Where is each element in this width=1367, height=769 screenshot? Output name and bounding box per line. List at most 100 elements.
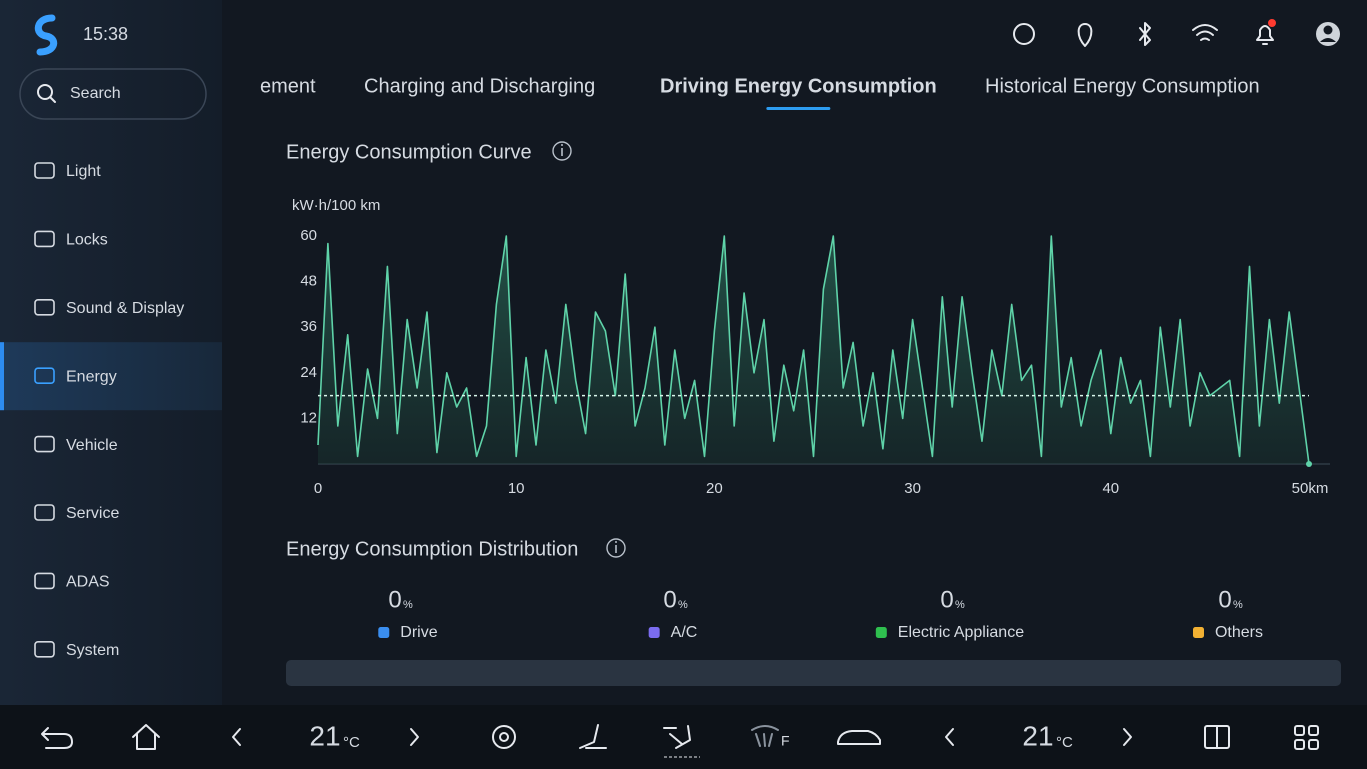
- legend-swatch: [875, 627, 887, 638]
- info-icon: [561, 144, 563, 146]
- menu-icon: [34, 504, 55, 521]
- distribution-value: 0: [388, 586, 401, 613]
- clock: 15:38: [83, 24, 128, 44]
- x-tick-label: 20: [706, 480, 723, 497]
- menu-icon: [34, 230, 55, 248]
- wifi-icon[interactable]: [1192, 24, 1218, 41]
- y-tick-label: 12: [300, 409, 317, 426]
- menu-icon: [34, 572, 55, 590]
- distribution-title: Energy Consumption Distribution: [286, 538, 578, 560]
- x-tick-label: 0: [314, 480, 322, 497]
- x-tick-label: 40: [1102, 480, 1119, 497]
- search-icon: [37, 84, 53, 100]
- legend-swatch: [378, 627, 390, 638]
- apps-button[interactable]: [1294, 739, 1305, 750]
- end-point: [1306, 461, 1312, 467]
- info-icon[interactable]: [606, 538, 626, 558]
- logo: [34, 14, 58, 56]
- seat-button[interactable]: [579, 724, 607, 749]
- notification-dot: [1268, 19, 1276, 27]
- distribution-value: 0: [940, 586, 953, 613]
- search-placeholder[interactable]: Search: [70, 85, 121, 102]
- right-temp-down[interactable]: [945, 728, 954, 746]
- y-tick-label: 36: [300, 318, 317, 335]
- active-item-bar: [0, 342, 4, 411]
- legend-label: Others: [1215, 624, 1263, 641]
- left-temp-up[interactable]: [410, 728, 419, 746]
- y-axis-label: kW·h/100 km: [292, 197, 380, 214]
- settings-button[interactable]: [492, 725, 516, 749]
- apps-button[interactable]: [1308, 725, 1319, 736]
- back-button[interactable]: [41, 727, 73, 749]
- tab[interactable]: Driving Energy Consumption: [660, 75, 937, 97]
- speed-icon[interactable]: [1013, 23, 1035, 45]
- menu-item[interactable]: Service: [66, 505, 119, 522]
- bottom-icons: [41, 724, 1319, 758]
- bluetooth-icon[interactable]: [1139, 22, 1151, 46]
- y-tick-label: 60: [300, 227, 317, 244]
- menu-item[interactable]: Locks: [66, 232, 108, 249]
- car-button[interactable]: [837, 730, 881, 745]
- location-icon[interactable]: [1077, 23, 1093, 47]
- tab[interactable]: Historical Energy Consumption: [985, 75, 1260, 97]
- home-button[interactable]: [132, 724, 160, 750]
- menu-icon: [34, 367, 55, 385]
- temperature-unit: °C: [343, 734, 360, 751]
- menu-icon: [34, 435, 55, 453]
- legend-swatch: [648, 627, 660, 638]
- avatar-body: [1320, 38, 1336, 42]
- search-box[interactable]: [19, 68, 207, 120]
- avatar-head: [1323, 25, 1333, 35]
- menu-item[interactable]: Vehicle: [66, 437, 118, 454]
- settings-button-core: [499, 732, 509, 742]
- menu-icon: [34, 640, 55, 658]
- distribution-unit: %: [1233, 599, 1243, 611]
- chart-title: Energy Consumption Curve: [286, 141, 532, 163]
- active-item-bg: [0, 342, 222, 411]
- defrost-label: F: [781, 733, 790, 749]
- distribution-value: 0: [1218, 586, 1231, 613]
- menu-item[interactable]: System: [66, 642, 119, 659]
- apps-button[interactable]: [1308, 739, 1319, 750]
- legend-label: Electric Appliance: [898, 624, 1024, 641]
- x-tick-label: 50km: [1292, 480, 1329, 497]
- tab-underline: [766, 107, 831, 110]
- distribution-bar: [286, 660, 1341, 686]
- legend-swatch: [1192, 627, 1204, 638]
- distribution-unit: %: [955, 599, 965, 611]
- left-temperature: 21: [309, 720, 340, 751]
- y-tick-label: 48: [300, 273, 317, 290]
- distribution-unit: %: [403, 599, 413, 611]
- search-icon: [49, 96, 56, 103]
- status-icons: [1013, 19, 1340, 47]
- right-temperature: 21: [1022, 720, 1053, 751]
- defrost-button[interactable]: [751, 725, 779, 747]
- y-tick-label: 24: [300, 364, 317, 381]
- tab[interactable]: ement: [260, 75, 316, 97]
- airflow-button[interactable]: [663, 725, 691, 749]
- temperature-unit: °C: [1056, 734, 1073, 751]
- x-tick-label: 30: [904, 480, 921, 497]
- menu-item[interactable]: ADAS: [66, 574, 110, 591]
- menu-item[interactable]: Sound & Display: [66, 300, 184, 317]
- menu-item[interactable]: Light: [66, 163, 101, 180]
- x-tick-label: 10: [508, 480, 525, 497]
- distribution-unit: %: [678, 599, 688, 611]
- right-temp-up[interactable]: [1123, 728, 1132, 746]
- legend-label: A/C: [671, 624, 698, 641]
- legend-label: Drive: [400, 624, 437, 641]
- menu-icon: [34, 162, 55, 179]
- menu-item[interactable]: Energy: [66, 368, 117, 385]
- apps-button[interactable]: [1294, 725, 1305, 736]
- info-icon: [615, 541, 617, 543]
- tab[interactable]: Charging and Discharging: [364, 75, 595, 97]
- line: [317, 235, 1310, 465]
- left-temp-down[interactable]: [232, 728, 241, 746]
- distribution-value: 0: [663, 586, 676, 613]
- menu-icon: [34, 298, 55, 316]
- info-icon[interactable]: [552, 141, 572, 161]
- bell-icon[interactable]: [1256, 25, 1274, 45]
- bottom-bar: [0, 705, 1367, 769]
